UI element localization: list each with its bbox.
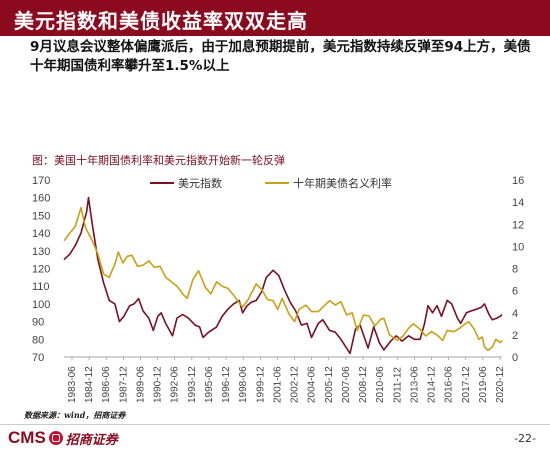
- y-right-tick-label: 0: [512, 352, 518, 364]
- logo-cn-text: 招商证券: [65, 432, 118, 448]
- series-line-yield: [63, 206, 503, 352]
- x-tick-label: 1987-12: [118, 366, 129, 403]
- y-left-tick-label: 70: [32, 352, 44, 364]
- x-tick-label: 2001-06: [272, 366, 283, 403]
- series-line-dxy: [63, 196, 503, 355]
- data-source: 数据来源：wind，招商证券: [24, 410, 126, 420]
- y-left-tick-label: 90: [32, 317, 44, 329]
- y-left-tick-label: 120: [32, 264, 50, 276]
- logo-emblem-icon: [48, 431, 63, 445]
- footer-divider: [0, 424, 550, 425]
- x-tick-label: 2010-06: [375, 366, 386, 403]
- x-tick-label: 1989-06: [135, 366, 146, 403]
- x-tick-label: 1986-06: [101, 366, 112, 403]
- y-left-tick-label: 170: [32, 175, 50, 187]
- y-right-tick-label: 14: [512, 197, 524, 209]
- body-text: 9月议息会议整体偏鹰派后，由于加息预期提前，美元指数持续反弹至94上方，美债十年…: [30, 39, 531, 74]
- x-tick-label: 2007-06: [341, 366, 352, 403]
- y-right-tick-label: 12: [512, 219, 524, 231]
- y-left-tick-label: 140: [32, 228, 50, 240]
- logo-text: CMS: [8, 428, 46, 447]
- x-tick-label: 1984-12: [84, 366, 95, 403]
- legend-label: 十年期美债名义利率: [293, 176, 392, 190]
- company-logo: CMS 招商证券: [8, 428, 118, 448]
- y-right-tick-label: 8: [512, 264, 518, 276]
- legend-label: 美元指数: [178, 176, 222, 190]
- y-left-tick-label: 80: [32, 334, 44, 346]
- x-tick-label: 1995-06: [204, 366, 215, 403]
- y-right-tick-label: 2: [512, 330, 518, 342]
- x-tick-label: 1999-12: [255, 366, 266, 403]
- x-tick-label: 1996-12: [221, 366, 232, 403]
- x-tick-label: 2020-12: [495, 366, 506, 403]
- x-tick-label: 2004-06: [307, 366, 318, 403]
- x-tick-label: 1992-06: [170, 366, 181, 403]
- y-left-tick-label: 150: [32, 210, 50, 222]
- y-left-tick-label: 100: [32, 299, 50, 311]
- figure-caption: 图：美国十年期国债利率和美元指数开始新一轮反弹: [32, 154, 285, 167]
- x-tick-label: 2005-12: [324, 366, 335, 403]
- x-tick-label: 2014-12: [427, 366, 438, 403]
- y-right-tick-label: 16: [512, 175, 524, 187]
- x-tick-label: 1990-12: [153, 366, 164, 403]
- x-tick-label: 1993-12: [187, 366, 198, 403]
- slide-title: 美元指数和美债收益率双双走高: [14, 9, 308, 33]
- y-left-tick-label: 130: [32, 246, 50, 258]
- y-left-tick-label: 110: [32, 281, 50, 293]
- y-right-tick-label: 6: [512, 286, 518, 298]
- y-right-tick-label: 10: [512, 241, 524, 253]
- x-tick-label: 2008-12: [358, 366, 369, 403]
- x-tick-label: 2013-06: [409, 366, 420, 403]
- x-tick-label: 2011-12: [392, 367, 403, 403]
- page-number: -22-: [514, 432, 536, 445]
- title-bar: 美元指数和美债收益率双双走高: [0, 0, 550, 36]
- y-right-tick-label: 4: [512, 308, 518, 320]
- x-tick-label: 2017-12: [461, 366, 472, 403]
- x-tick-label: 1983-06: [67, 366, 78, 403]
- y-left-tick-label: 160: [32, 193, 50, 205]
- x-tick-label: 2016-06: [444, 366, 455, 403]
- x-tick-label: 2002-12: [290, 366, 301, 403]
- x-tick-label: 2019-06: [478, 366, 489, 403]
- x-tick-label: 1998-06: [238, 366, 249, 403]
